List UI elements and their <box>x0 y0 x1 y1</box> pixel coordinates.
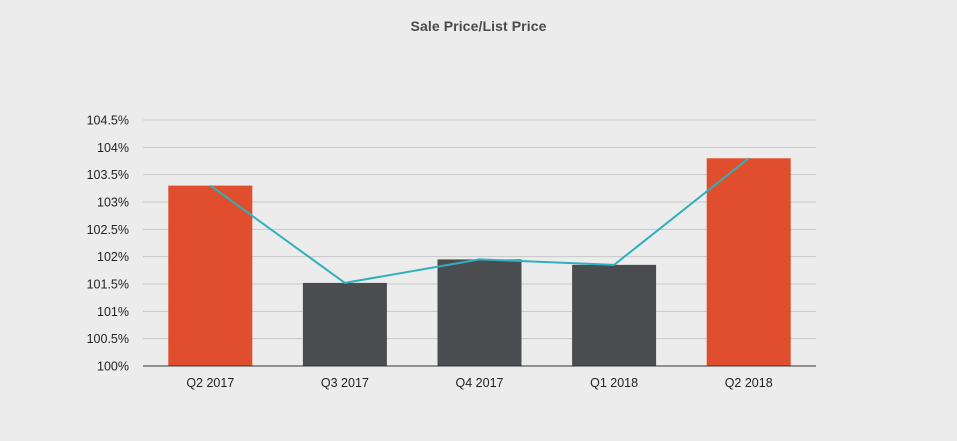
bar-q3-2017 <box>302 282 387 366</box>
bar-q2-2018 <box>706 158 791 366</box>
bar-q1-2018 <box>572 264 657 366</box>
y-tick-label: 104.5% <box>87 114 129 128</box>
bar-q4-2017 <box>437 259 522 366</box>
x-tick-label: Q2 2018 <box>725 376 773 390</box>
y-tick-label: 101% <box>97 305 129 319</box>
x-tick-label: Q2 2017 <box>186 376 234 390</box>
y-tick-label: 104% <box>97 141 129 155</box>
trend-line-group <box>209 157 750 284</box>
y-tick-labels: 100% 100.5% 101% 101.5% 102% 102.5% 103% 103.5%… <box>87 114 129 374</box>
x-tick-label: Q1 2018 <box>590 376 638 390</box>
x-tick-label: Q3 2017 <box>321 376 369 390</box>
y-tick-label: 103.5% <box>87 168 129 182</box>
x-tick-labels: Q2 2017 Q3 2017 Q4 2017 Q1 2018 Q2 2018 <box>186 376 772 390</box>
y-tick-label: 100% <box>97 360 129 374</box>
x-tick-label: Q4 2017 <box>456 376 504 390</box>
y-tick-label: 102.5% <box>87 223 129 237</box>
bar-q2-2017 <box>168 185 253 366</box>
chart-title: Sale Price/List Price <box>410 18 547 34</box>
trend-line <box>209 157 750 284</box>
y-tick-label: 103% <box>97 196 129 210</box>
y-tick-label: 101.5% <box>87 278 129 292</box>
y-tick-label: 102% <box>97 250 129 264</box>
y-tick-label: 100.5% <box>87 332 129 346</box>
bars <box>168 158 791 366</box>
